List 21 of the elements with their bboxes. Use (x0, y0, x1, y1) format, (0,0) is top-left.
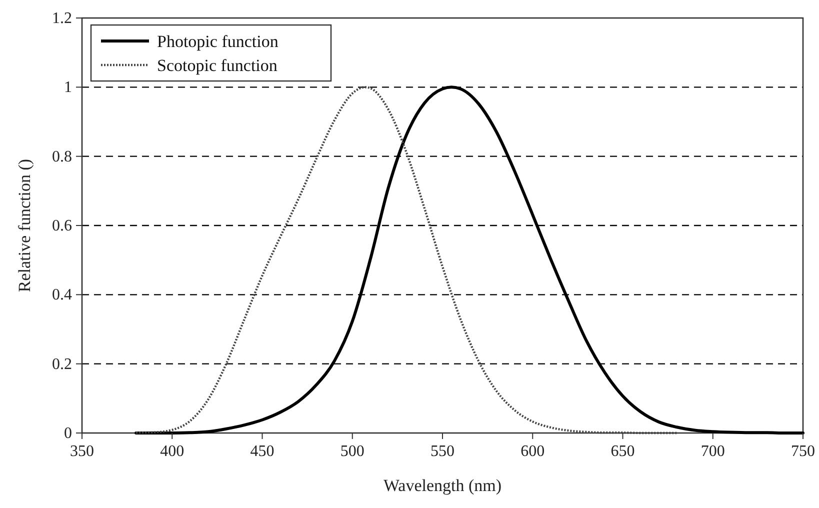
x-axis-title: Wavelength (nm) (383, 476, 502, 495)
y-axis-title: Relative function () (15, 158, 34, 292)
y-tick-label: 0 (64, 425, 72, 442)
x-tick-label: 750 (791, 443, 815, 460)
line-series (134, 86, 678, 434)
x-tick-label: 700 (700, 443, 725, 460)
y-tick-label: 0.2 (52, 356, 72, 373)
x-tick-label: 650 (610, 443, 635, 460)
legend-label: Photopic function (157, 32, 279, 51)
y-tick-label: 1 (64, 79, 72, 96)
x-tick-label: 550 (430, 443, 454, 460)
y-tick-label: 0.4 (52, 286, 72, 304)
x-tick-label: 450 (250, 443, 274, 460)
y-tick-label: 0.6 (52, 218, 72, 234)
legend-label: Scotopic function (157, 56, 278, 75)
x-tick-label: 500 (340, 443, 364, 460)
x-tick-label: 400 (160, 443, 184, 460)
x-tick-label: 350 (70, 443, 94, 460)
y-tick-label: 0.8 (52, 148, 72, 166)
y-tick-label: 1.2 (52, 10, 72, 27)
x-tick-label: 600 (520, 443, 545, 460)
